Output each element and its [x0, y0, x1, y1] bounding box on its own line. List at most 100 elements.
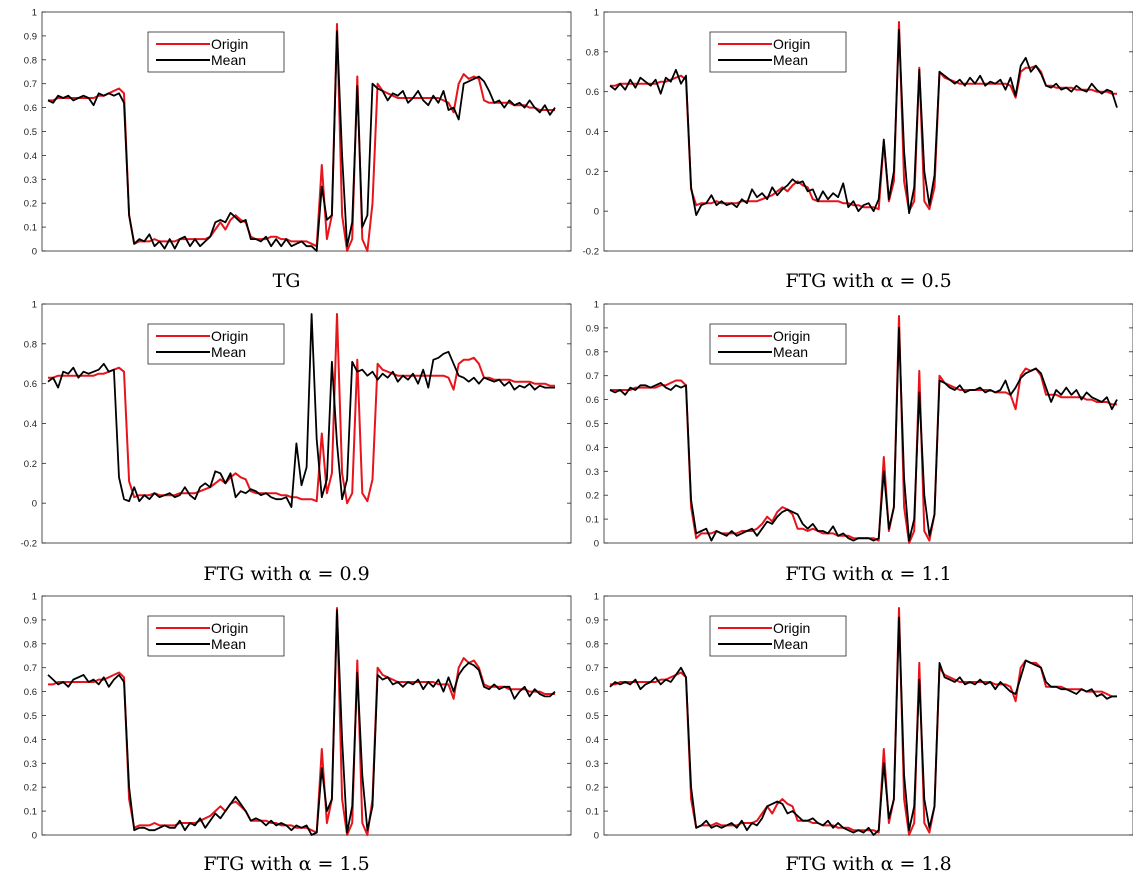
series-line-origin: [610, 21, 1117, 213]
y-tick-label: 0.7: [586, 371, 599, 382]
y-tick-label: 0.8: [586, 47, 599, 58]
y-tick-label: 0.7: [24, 79, 37, 90]
legend-label-mean: Mean: [211, 52, 246, 68]
y-tick-label: 0: [32, 247, 37, 258]
y-tick-label: 0.4: [586, 443, 599, 454]
y-tick-label: 0: [32, 831, 37, 842]
panel-caption: FTG with α = 0.9: [203, 563, 369, 585]
y-tick-label: 0.3: [24, 175, 37, 186]
series-line-mean: [47, 30, 556, 252]
y-tick-label: 0.5: [586, 711, 599, 722]
panel-caption: FTG with α = 0.5: [785, 270, 951, 292]
legend-box: [147, 615, 285, 657]
y-tick-label: 0.8: [586, 639, 599, 650]
y-tick-label: 0.5: [24, 127, 37, 138]
y-tick-label: 0.6: [586, 687, 599, 698]
y-tick-label: -0.2: [583, 247, 599, 258]
legend-label-origin: Origin: [773, 36, 810, 52]
y-tick-label: 0: [594, 831, 599, 842]
y-tick-label: 1: [594, 592, 599, 603]
legend-label-origin: Origin: [773, 328, 810, 344]
y-tick-label: 0.1: [24, 807, 37, 818]
y-tick-label: 0.4: [24, 419, 37, 430]
legend-label-mean: Mean: [211, 344, 246, 360]
series-line-origin: [48, 313, 555, 505]
y-tick-label: 1: [594, 8, 599, 19]
y-tick-label: 0.2: [586, 167, 599, 178]
y-tick-label: 0.8: [24, 639, 37, 650]
y-tick-label: 0: [32, 499, 37, 510]
series-line-origin: [610, 315, 1117, 544]
y-tick-label: 0.3: [586, 467, 599, 478]
panel-caption: FTG with α = 1.8: [785, 853, 951, 875]
panel-caption: FTG with α = 1.1: [785, 563, 951, 585]
axes-frame: [603, 303, 1133, 544]
y-tick-label: 0.4: [586, 735, 599, 746]
y-tick-label: 0.2: [24, 783, 37, 794]
y-tick-label: 1: [32, 592, 37, 603]
y-tick-label: 0.9: [24, 615, 37, 626]
legend-box: [709, 323, 847, 365]
y-tick-label: 0.6: [586, 395, 599, 406]
y-tick-label: -0.2: [21, 539, 37, 550]
legend-label-mean: Mean: [773, 344, 808, 360]
series-line-mean: [609, 326, 1118, 542]
legend-box: [709, 31, 847, 73]
series-line-mean: [47, 313, 555, 509]
y-tick-label: 0.5: [24, 711, 37, 722]
y-tick-label: 0.2: [586, 783, 599, 794]
axes-frame: [41, 303, 572, 544]
legend-label-origin: Origin: [211, 620, 248, 636]
axes-frame: [603, 595, 1133, 836]
series-line-mean: [47, 609, 556, 836]
panel-caption: TG: [273, 270, 301, 292]
y-tick-label: 0.1: [24, 223, 37, 234]
y-tick-label: 0.5: [586, 419, 599, 430]
axes-frame: [603, 11, 1133, 252]
y-tick-label: 0.7: [24, 663, 37, 674]
legend-label-mean: Mean: [211, 636, 246, 652]
y-tick-label: 0.9: [586, 615, 599, 626]
series-line-mean: [609, 28, 1118, 217]
legend-box: [709, 615, 847, 657]
series-line-origin: [48, 607, 555, 836]
series-line-origin: [48, 23, 555, 252]
y-tick-label: 0.2: [24, 199, 37, 210]
y-tick-label: 0.7: [586, 663, 599, 674]
y-tick-label: 0.6: [24, 103, 37, 114]
y-tick-label: 0: [594, 539, 599, 550]
axes-frame: [41, 11, 572, 252]
series-line-origin: [610, 607, 1117, 836]
legend-label-origin: Origin: [773, 620, 810, 636]
legend-box: [147, 323, 285, 365]
axes-frame: [41, 595, 572, 836]
legend-label-mean: Mean: [773, 52, 808, 68]
legend-box: [147, 31, 285, 73]
y-tick-label: 0.6: [24, 379, 37, 390]
y-tick-label: 0.1: [586, 515, 599, 526]
panel-caption: FTG with α = 1.5: [203, 853, 369, 875]
y-tick-label: 0.8: [586, 347, 599, 358]
y-tick-label: 0.3: [24, 759, 37, 770]
y-tick-label: 0.8: [24, 55, 37, 66]
y-tick-label: 1: [32, 8, 37, 19]
series-line-mean: [609, 616, 1117, 836]
y-tick-label: 0: [594, 207, 599, 218]
y-tick-label: 0.1: [586, 807, 599, 818]
y-tick-label: 0.4: [24, 151, 37, 162]
y-tick-label: 0.8: [24, 339, 37, 350]
y-tick-label: 0.9: [586, 323, 599, 334]
y-tick-label: 0.2: [24, 459, 37, 470]
